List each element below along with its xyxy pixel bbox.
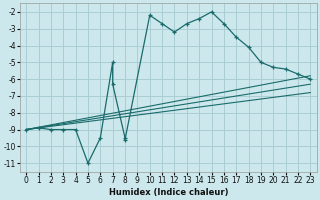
X-axis label: Humidex (Indice chaleur): Humidex (Indice chaleur) (108, 188, 228, 197)
